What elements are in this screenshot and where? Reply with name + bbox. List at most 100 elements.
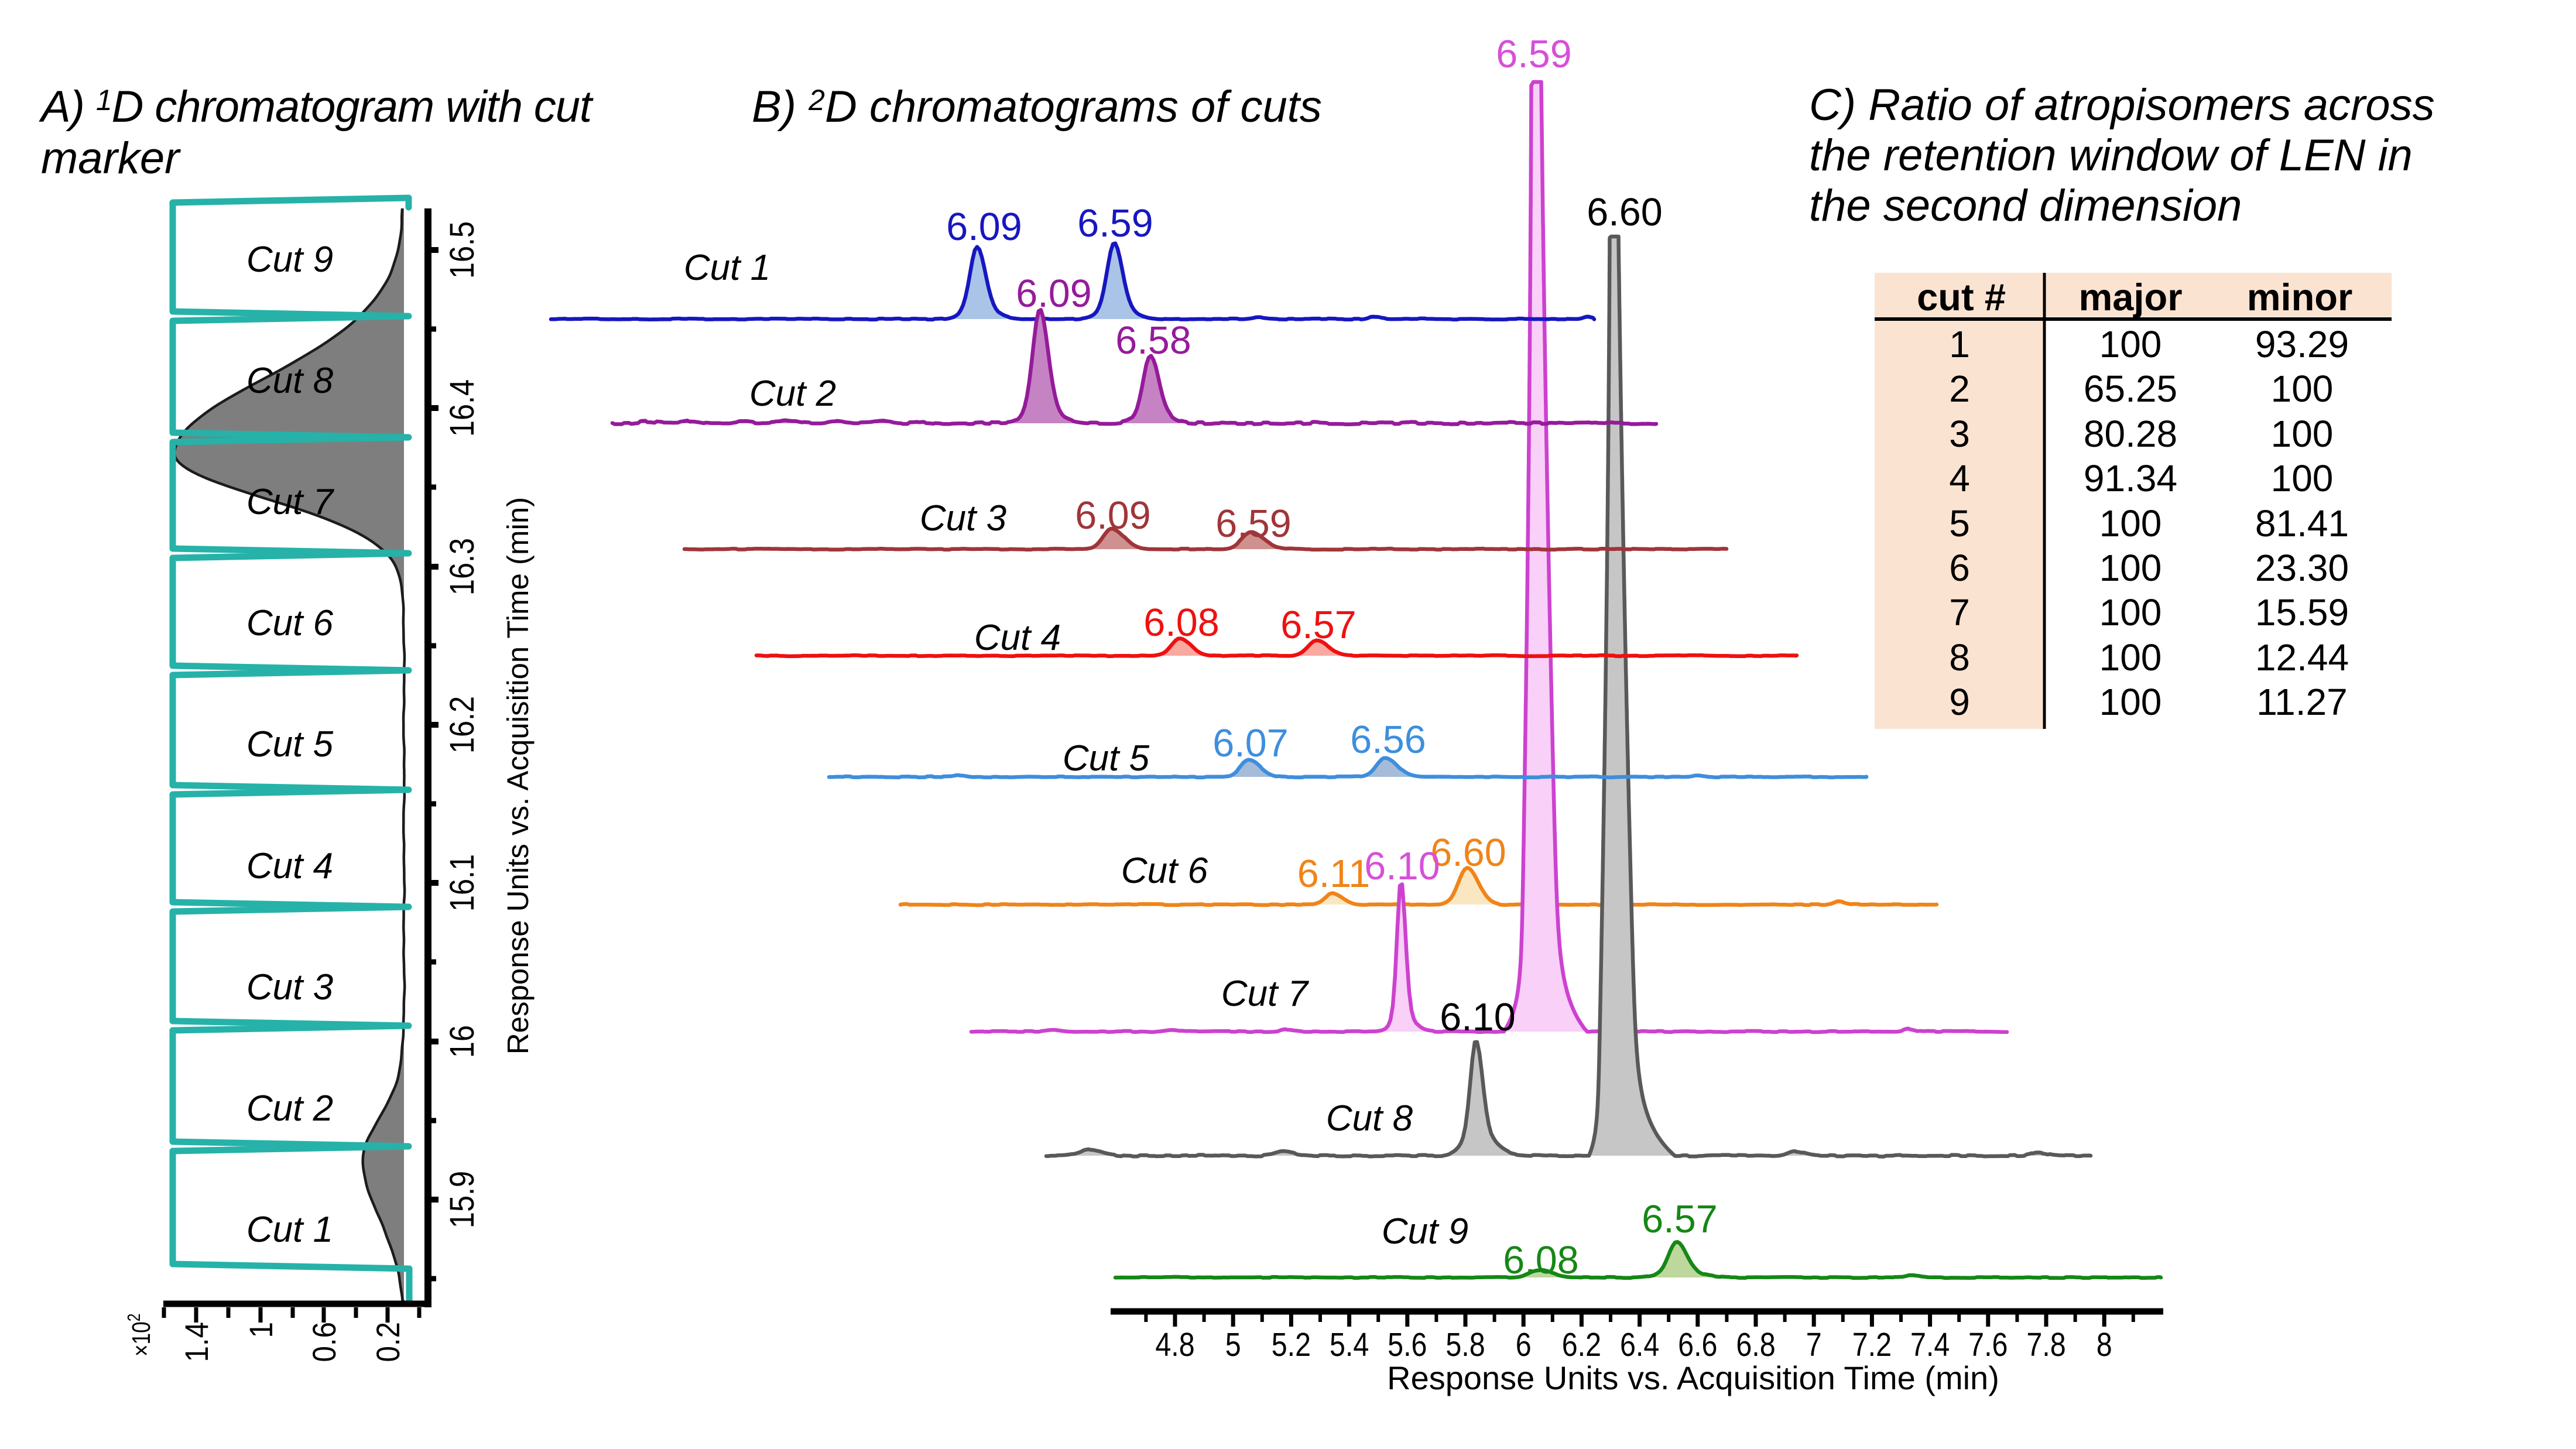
svg-text:Cut 8: Cut 8 [246, 361, 334, 401]
svg-text:5: 5 [1949, 502, 1970, 544]
svg-text:7.4: 7.4 [1910, 1326, 1950, 1364]
svg-text:16: 16 [443, 1025, 481, 1058]
svg-text:100: 100 [2099, 591, 2162, 633]
svg-text:100: 100 [2099, 681, 2162, 723]
svg-text:6.08: 6.08 [1143, 601, 1219, 645]
svg-text:6.57: 6.57 [1280, 604, 1356, 647]
svg-text:7: 7 [1949, 591, 1970, 633]
svg-text:A) 1D chromatogram with cut: A) 1D chromatogram with cut [39, 82, 594, 132]
svg-text:5: 5 [1225, 1326, 1241, 1364]
svg-text:Cut 3: Cut 3 [246, 967, 333, 1008]
svg-text:minor: minor [2247, 276, 2353, 318]
svg-text:5.4: 5.4 [1330, 1326, 1369, 1364]
svg-text:C) Ratio of atropisomers acros: C) Ratio of atropisomers across [1809, 80, 2435, 130]
svg-text:16.2: 16.2 [443, 696, 481, 753]
svg-text:8: 8 [2097, 1326, 2112, 1364]
svg-text:100: 100 [2099, 502, 2162, 544]
svg-text:6.09: 6.09 [946, 205, 1022, 249]
svg-text:6.11: 6.11 [1297, 852, 1371, 896]
svg-text:6.07: 6.07 [1212, 722, 1288, 765]
svg-text:2: 2 [1949, 368, 1970, 410]
svg-text:6: 6 [1949, 547, 1970, 589]
svg-text:Cut 2: Cut 2 [749, 374, 836, 414]
svg-text:4.8: 4.8 [1155, 1326, 1194, 1364]
svg-text:Cut 7: Cut 7 [246, 482, 335, 522]
svg-text:6.60: 6.60 [1430, 831, 1506, 875]
svg-text:6.10: 6.10 [1364, 845, 1440, 888]
svg-text:Response Units vs. Acquisition: Response Units vs. Acquisition Time (min… [1387, 1359, 1999, 1396]
svg-text:100: 100 [2271, 368, 2334, 410]
svg-text:6.09: 6.09 [1016, 272, 1091, 316]
svg-text:Cut 6: Cut 6 [246, 603, 334, 643]
svg-text:6: 6 [1516, 1326, 1532, 1364]
svg-text:91.34: 91.34 [2084, 457, 2177, 499]
svg-text:23.30: 23.30 [2255, 547, 2349, 589]
svg-text:cut #: cut # [1917, 276, 2006, 318]
svg-text:16.3: 16.3 [443, 538, 481, 595]
svg-text:1: 1 [1949, 323, 1970, 365]
svg-text:Cut 5: Cut 5 [1063, 738, 1150, 779]
svg-text:15.59: 15.59 [2255, 591, 2349, 633]
svg-text:8: 8 [1949, 636, 1970, 679]
svg-text:1.4: 1.4 [179, 1322, 215, 1362]
svg-text:7: 7 [1806, 1326, 1822, 1364]
svg-text:B) 2D chromatograms of cuts: B) 2D chromatograms of cuts [752, 82, 1322, 132]
svg-text:Cut 4: Cut 4 [246, 846, 333, 886]
svg-text:12.44: 12.44 [2255, 636, 2349, 679]
svg-text:the retention window of LEN in: the retention window of LEN in [1809, 131, 2413, 180]
svg-text:Response Units vs. Acquisition: Response Units vs. Acquisition Time (min… [501, 497, 535, 1054]
svg-text:Cut 9: Cut 9 [246, 239, 333, 280]
svg-text:100: 100 [2099, 547, 2162, 589]
svg-text:100: 100 [2099, 636, 2162, 679]
svg-text:Cut 2: Cut 2 [246, 1088, 333, 1129]
svg-text:7.8: 7.8 [2026, 1326, 2065, 1364]
svg-text:6.08: 6.08 [1503, 1239, 1578, 1282]
svg-text:7.6: 7.6 [1968, 1326, 2008, 1364]
svg-text:6.4: 6.4 [1620, 1326, 1659, 1364]
svg-text:0.2: 0.2 [370, 1322, 407, 1362]
svg-text:9: 9 [1949, 681, 1970, 723]
svg-text:16.1: 16.1 [443, 854, 481, 912]
svg-text:6.59: 6.59 [1215, 502, 1291, 546]
svg-text:6.56: 6.56 [1350, 718, 1426, 762]
svg-text:6.8: 6.8 [1736, 1326, 1775, 1364]
svg-text:6.58: 6.58 [1115, 319, 1191, 362]
svg-text:5.8: 5.8 [1445, 1326, 1485, 1364]
svg-text:80.28: 80.28 [2084, 413, 2177, 455]
svg-text:11.27: 11.27 [2256, 681, 2347, 723]
svg-text:6.59: 6.59 [1496, 33, 1571, 76]
svg-text:1: 1 [243, 1322, 280, 1338]
svg-text:major: major [2078, 276, 2182, 318]
svg-text:Cut 4: Cut 4 [974, 618, 1061, 658]
svg-text:6.60: 6.60 [1587, 191, 1662, 234]
svg-text:Cut 5: Cut 5 [246, 724, 334, 765]
svg-text:16.4: 16.4 [443, 379, 481, 437]
svg-text:6.6: 6.6 [1678, 1326, 1717, 1364]
svg-text:6.59: 6.59 [1077, 202, 1153, 245]
svg-text:6.57: 6.57 [1642, 1198, 1717, 1241]
svg-text:marker: marker [41, 133, 181, 183]
svg-text:6.2: 6.2 [1562, 1326, 1601, 1364]
svg-text:Cut 6: Cut 6 [1121, 851, 1208, 891]
svg-text:0.6: 0.6 [306, 1322, 343, 1362]
svg-text:Cut 9: Cut 9 [1382, 1211, 1468, 1252]
svg-text:15.9: 15.9 [443, 1171, 481, 1228]
svg-text:6.10: 6.10 [1440, 996, 1515, 1039]
svg-text:5.6: 5.6 [1388, 1326, 1427, 1364]
svg-text:Cut 8: Cut 8 [1326, 1098, 1413, 1139]
svg-text:Cut 1: Cut 1 [684, 248, 770, 288]
svg-text:Cut 3: Cut 3 [920, 498, 1006, 539]
svg-text:the second dimension: the second dimension [1809, 181, 2242, 231]
svg-text:Cut 1: Cut 1 [246, 1210, 333, 1250]
svg-text:3: 3 [1949, 413, 1970, 455]
svg-text:4: 4 [1949, 457, 1970, 499]
svg-text:16.5: 16.5 [443, 221, 481, 279]
svg-text:5.2: 5.2 [1272, 1326, 1311, 1364]
svg-text:100: 100 [2271, 413, 2334, 455]
svg-text:Cut 7: Cut 7 [1221, 974, 1310, 1014]
svg-text:100: 100 [2099, 323, 2162, 365]
svg-text:81.41: 81.41 [2255, 502, 2349, 544]
svg-text:6.09: 6.09 [1075, 494, 1150, 537]
svg-text:93.29: 93.29 [2255, 323, 2349, 365]
svg-text:65.25: 65.25 [2084, 368, 2177, 410]
